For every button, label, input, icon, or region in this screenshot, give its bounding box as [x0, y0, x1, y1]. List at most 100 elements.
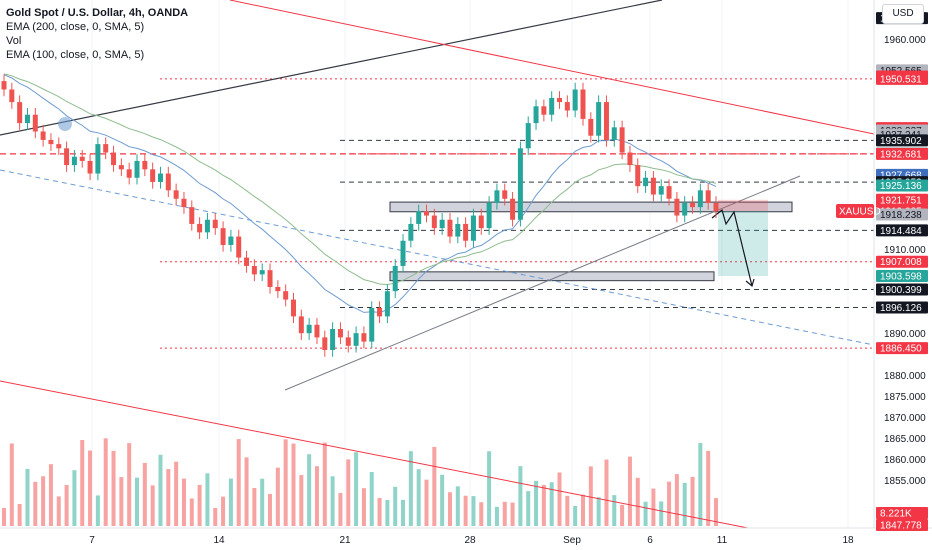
candle-body	[361, 333, 367, 342]
price-tag-label: 1903.598	[880, 272, 922, 283]
volume-bar	[283, 439, 288, 526]
supply-zone-box[interactable]	[389, 201, 793, 213]
candle-body	[463, 223, 469, 241]
ema200-line[interactable]	[3, 73, 717, 286]
volume-bar	[33, 481, 38, 526]
candle-body	[212, 219, 218, 229]
price-tag-label: 8.221K	[880, 509, 912, 520]
candle-body	[197, 223, 203, 233]
indicator-ema200[interactable]: EMA (200, close, 0, SMA, 5)	[6, 21, 145, 33]
price-tag-bg	[876, 519, 928, 531]
price-tag-1847-778[interactable]: 1847.778	[876, 519, 928, 532]
price-tag-1900-399[interactable]: 1900.399	[876, 283, 928, 296]
currency-button[interactable]: USD	[882, 4, 924, 24]
candle-body	[408, 223, 414, 241]
price-tag-1914-484[interactable]: 1914.484	[876, 224, 928, 237]
candle-body	[17, 102, 23, 124]
price-tag-1907-008[interactable]: 1907.008	[876, 255, 928, 269]
price-tag-1921-751[interactable]: 1921.751	[876, 193, 928, 207]
rising-trendline[interactable]	[0, 0, 663, 136]
indicator-ema100[interactable]: EMA (100, close, 0, SMA, 5)	[6, 49, 145, 61]
projection-path[interactable]	[711, 208, 753, 287]
candle-body	[713, 202, 719, 212]
candle-body	[564, 102, 570, 111]
price-tag-1886-450[interactable]: 1886.450	[876, 342, 928, 355]
price-tag-1950-531[interactable]: 1950.531	[876, 72, 928, 86]
price-tag-1903-598[interactable]: 1903.598	[876, 270, 928, 283]
candle-body	[251, 265, 257, 275]
volume-bar	[346, 459, 351, 526]
volume-layer	[2, 438, 718, 526]
chart-legend: Gold Spot / U.S. Dollar, 4h, OANDA EMA (…	[6, 6, 188, 62]
price-tick-label: 1890.000	[884, 329, 926, 340]
candle-body	[204, 219, 210, 233]
price-tag-bg	[876, 224, 928, 237]
volume-bar	[526, 491, 531, 526]
candle-body	[494, 190, 500, 203]
volume-bar	[307, 454, 312, 526]
candle-body	[611, 127, 617, 140]
volume-bar	[455, 486, 460, 526]
volume-bar	[174, 461, 179, 526]
candle-body	[400, 240, 406, 266]
volume-bar	[471, 496, 476, 526]
candle-body	[157, 173, 163, 182]
price-tag-1935-902[interactable]: 1935.902	[876, 134, 928, 147]
price-tag-1896-126[interactable]: 1896.126	[876, 301, 928, 314]
candle-body	[314, 324, 320, 338]
marker-circle[interactable]	[58, 117, 72, 131]
volume-bar	[440, 474, 445, 526]
short-stop-zone[interactable]	[718, 199, 768, 211]
price-tag-1925-136[interactable]: 1925.136	[876, 179, 928, 193]
candle-body	[1, 81, 7, 90]
candle-body	[40, 131, 46, 140]
volume-bar	[275, 467, 280, 526]
price-tag-bg	[876, 342, 928, 355]
candle-body	[306, 324, 312, 334]
symbol-tag-label[interactable]: XAUUSD	[839, 206, 881, 217]
price-tag-1918-238[interactable]: 1918.238	[876, 208, 928, 222]
volume-bar	[299, 475, 304, 526]
volume-bar	[135, 477, 140, 526]
candle-body	[690, 202, 696, 208]
blue-dashed-channel-line[interactable]	[0, 169, 875, 346]
candle-body	[549, 97, 555, 115]
volume-bar	[369, 472, 374, 526]
rising-support-trendline[interactable]	[284, 175, 801, 391]
volume-falling-trendline[interactable]	[0, 380, 749, 529]
candle-body	[674, 198, 680, 216]
volume-bar	[635, 477, 640, 526]
price-tag-bg	[876, 193, 928, 206]
short-target-zone[interactable]	[718, 210, 768, 277]
volume-bar	[119, 477, 124, 526]
price-tick-label: 1960.000	[884, 35, 926, 46]
price-tag-bg	[876, 208, 928, 221]
indicator-vol[interactable]: Vol	[6, 35, 22, 47]
volume-bar	[580, 494, 585, 526]
candle-body	[298, 316, 304, 334]
volume-bar	[56, 496, 61, 526]
candle-body	[290, 299, 296, 317]
price-tag-1932-681[interactable]: 1932.681	[876, 147, 928, 161]
candle-body	[322, 337, 328, 350]
price-tag-label: 1921.751	[880, 195, 922, 206]
volume-bar	[659, 501, 664, 526]
projection-arrowhead[interactable]	[745, 278, 755, 288]
candle-body	[580, 89, 586, 119]
volume-bar	[268, 493, 273, 526]
candle-body	[416, 211, 422, 224]
candle-body	[9, 89, 15, 103]
volume-bar	[291, 443, 296, 526]
falling-resistance-trendline[interactable]	[229, 0, 875, 135]
candle-body	[533, 106, 539, 124]
volume-bar	[534, 480, 539, 526]
candle-body	[32, 114, 38, 132]
volume-bar	[479, 502, 484, 526]
price-tag-8-221K[interactable]: 8.221K	[876, 507, 928, 520]
candle-body	[447, 219, 453, 237]
ema100-line[interactable]	[3, 74, 717, 313]
price-tag-label: 1914.484	[880, 226, 922, 237]
price-tick-label: 1860.000	[884, 455, 926, 466]
symbol-tag-bg[interactable]	[836, 203, 874, 218]
